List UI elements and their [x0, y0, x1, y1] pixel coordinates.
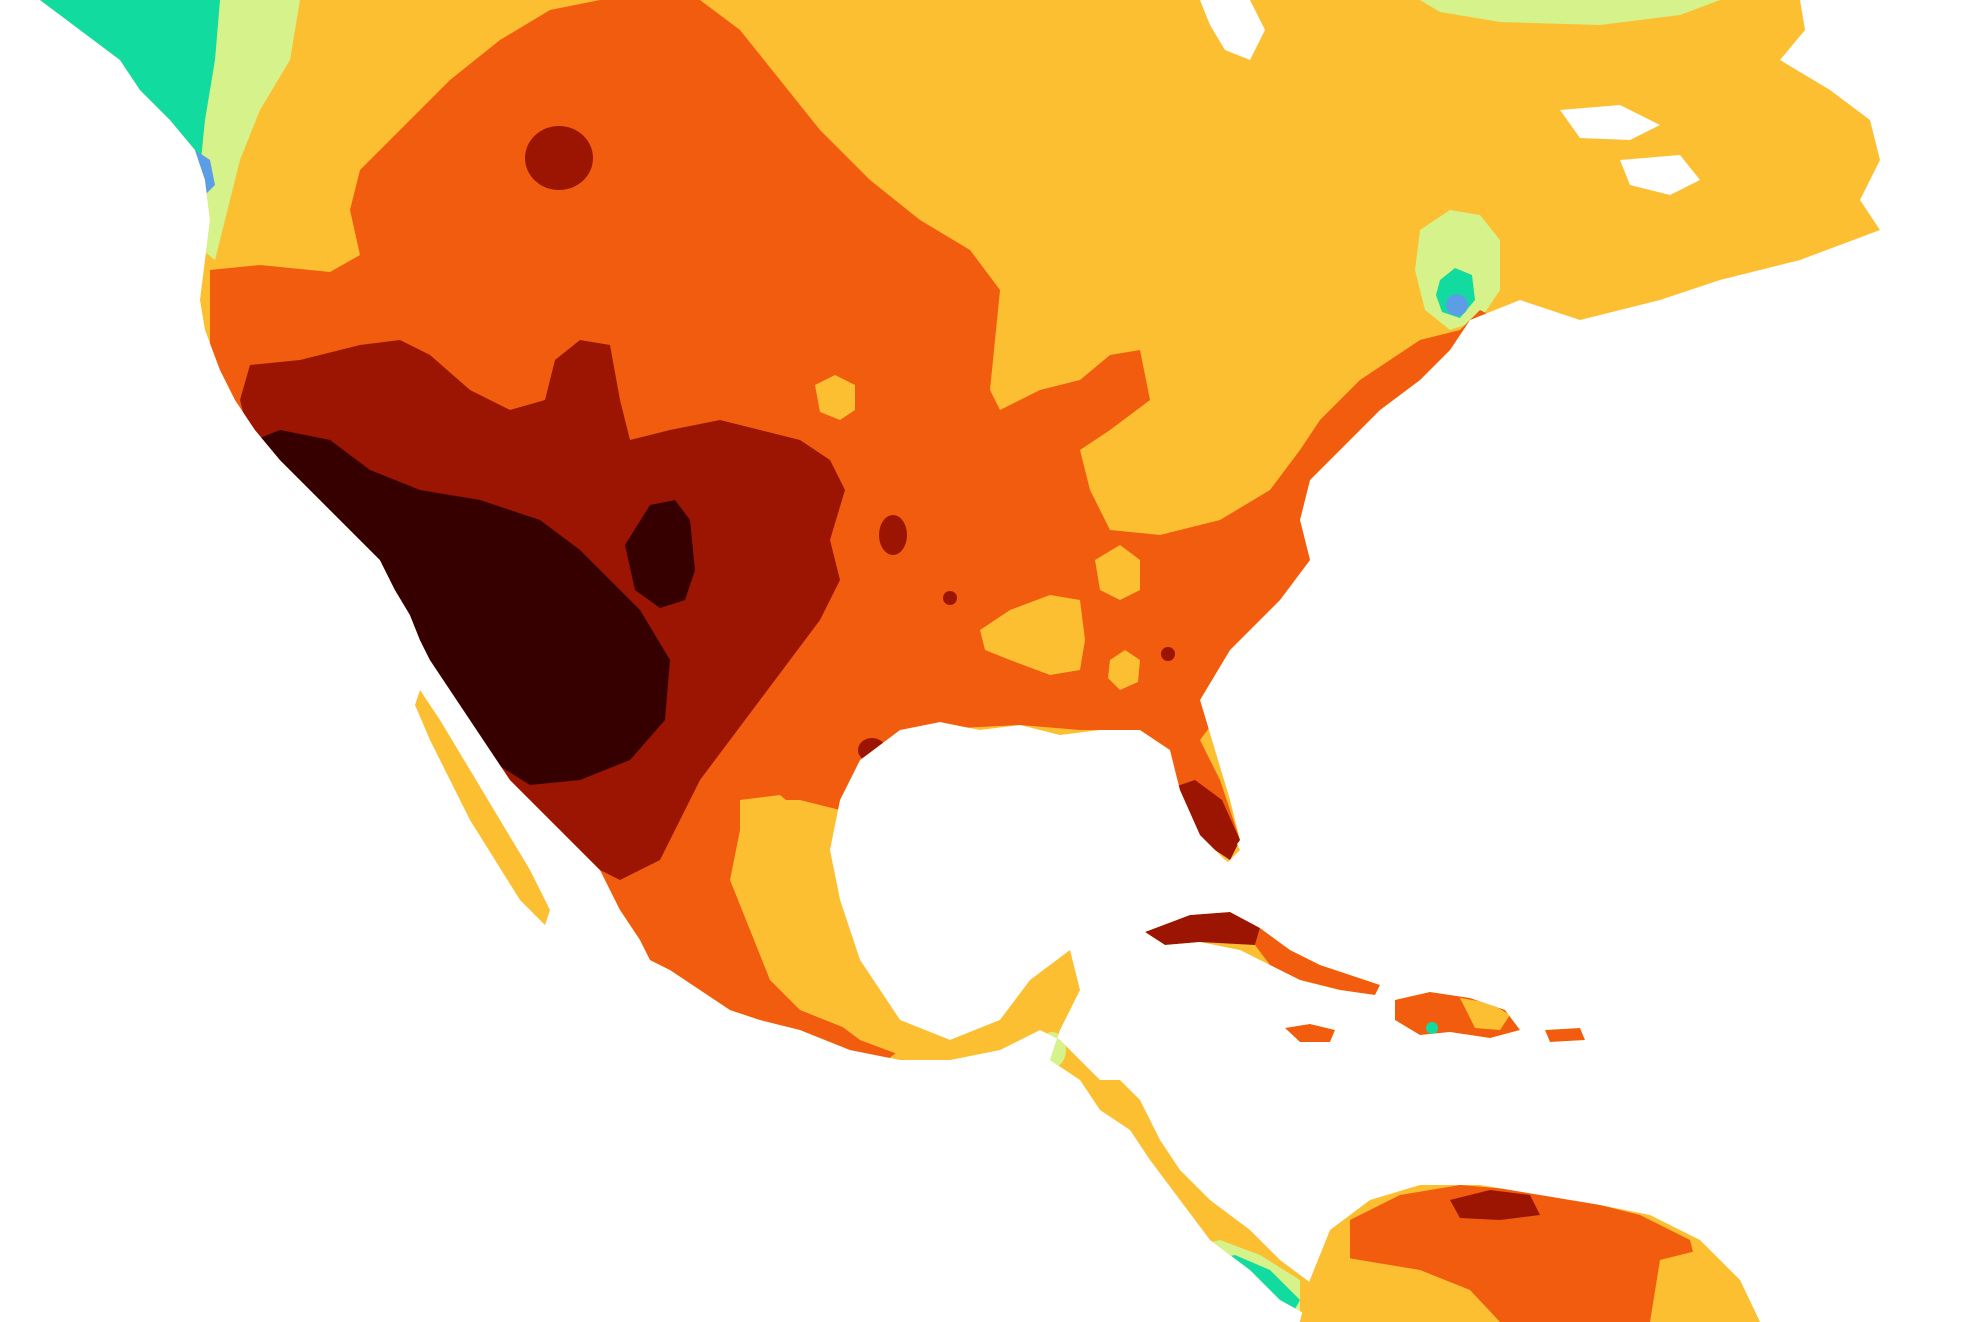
zone-red-small-1[interactable] [879, 515, 907, 555]
zone-red-venezuela-coast[interactable] [1450, 1190, 1540, 1220]
zone-yellow-guyana[interactable] [1650, 1250, 1760, 1322]
zone-red-small-3[interactable] [1161, 647, 1175, 661]
zone-red-northern-plains[interactable] [525, 126, 593, 190]
zone-yellow-gulfcoast[interactable] [1108, 650, 1140, 690]
zone-orange-cuba-east[interactable] [1255, 928, 1380, 995]
zone-teal-hispaniola[interactable] [1426, 1022, 1438, 1034]
inland-water [1200, 0, 1700, 195]
zone-blue-northeast[interactable] [1446, 294, 1468, 316]
zone-lightgreen-north[interactable] [1420, 0, 1720, 25]
zone-orange-central[interactable] [210, 0, 1500, 1080]
zone-red-cuba-west[interactable] [1145, 912, 1260, 945]
zone-orange-jamaica[interactable] [1285, 1024, 1335, 1042]
zone-yellow-colombia[interactable] [1300, 1250, 1500, 1322]
zone-yellow-midsouth-small[interactable] [1095, 545, 1140, 600]
hudson-bay-water [1200, 0, 1265, 60]
zone-yellow-mexico-gulf[interactable] [740, 795, 1040, 1060]
zone-yellow-plains[interactable] [815, 375, 855, 420]
gulf-st-lawrence-water [1560, 105, 1660, 140]
zone-orange-puerto-rico[interactable] [1545, 1028, 1585, 1042]
zone-darkbrown-southwest[interactable] [255, 430, 670, 785]
gulf-st-lawrence-water-2 [1620, 155, 1700, 195]
zone-darkbrown-east-lobe[interactable] [625, 500, 695, 608]
zone-yellow-hispaniola[interactable] [1460, 998, 1510, 1030]
zone-red-small-2[interactable] [943, 591, 957, 605]
zone-yellow-midsouth[interactable] [980, 595, 1085, 675]
